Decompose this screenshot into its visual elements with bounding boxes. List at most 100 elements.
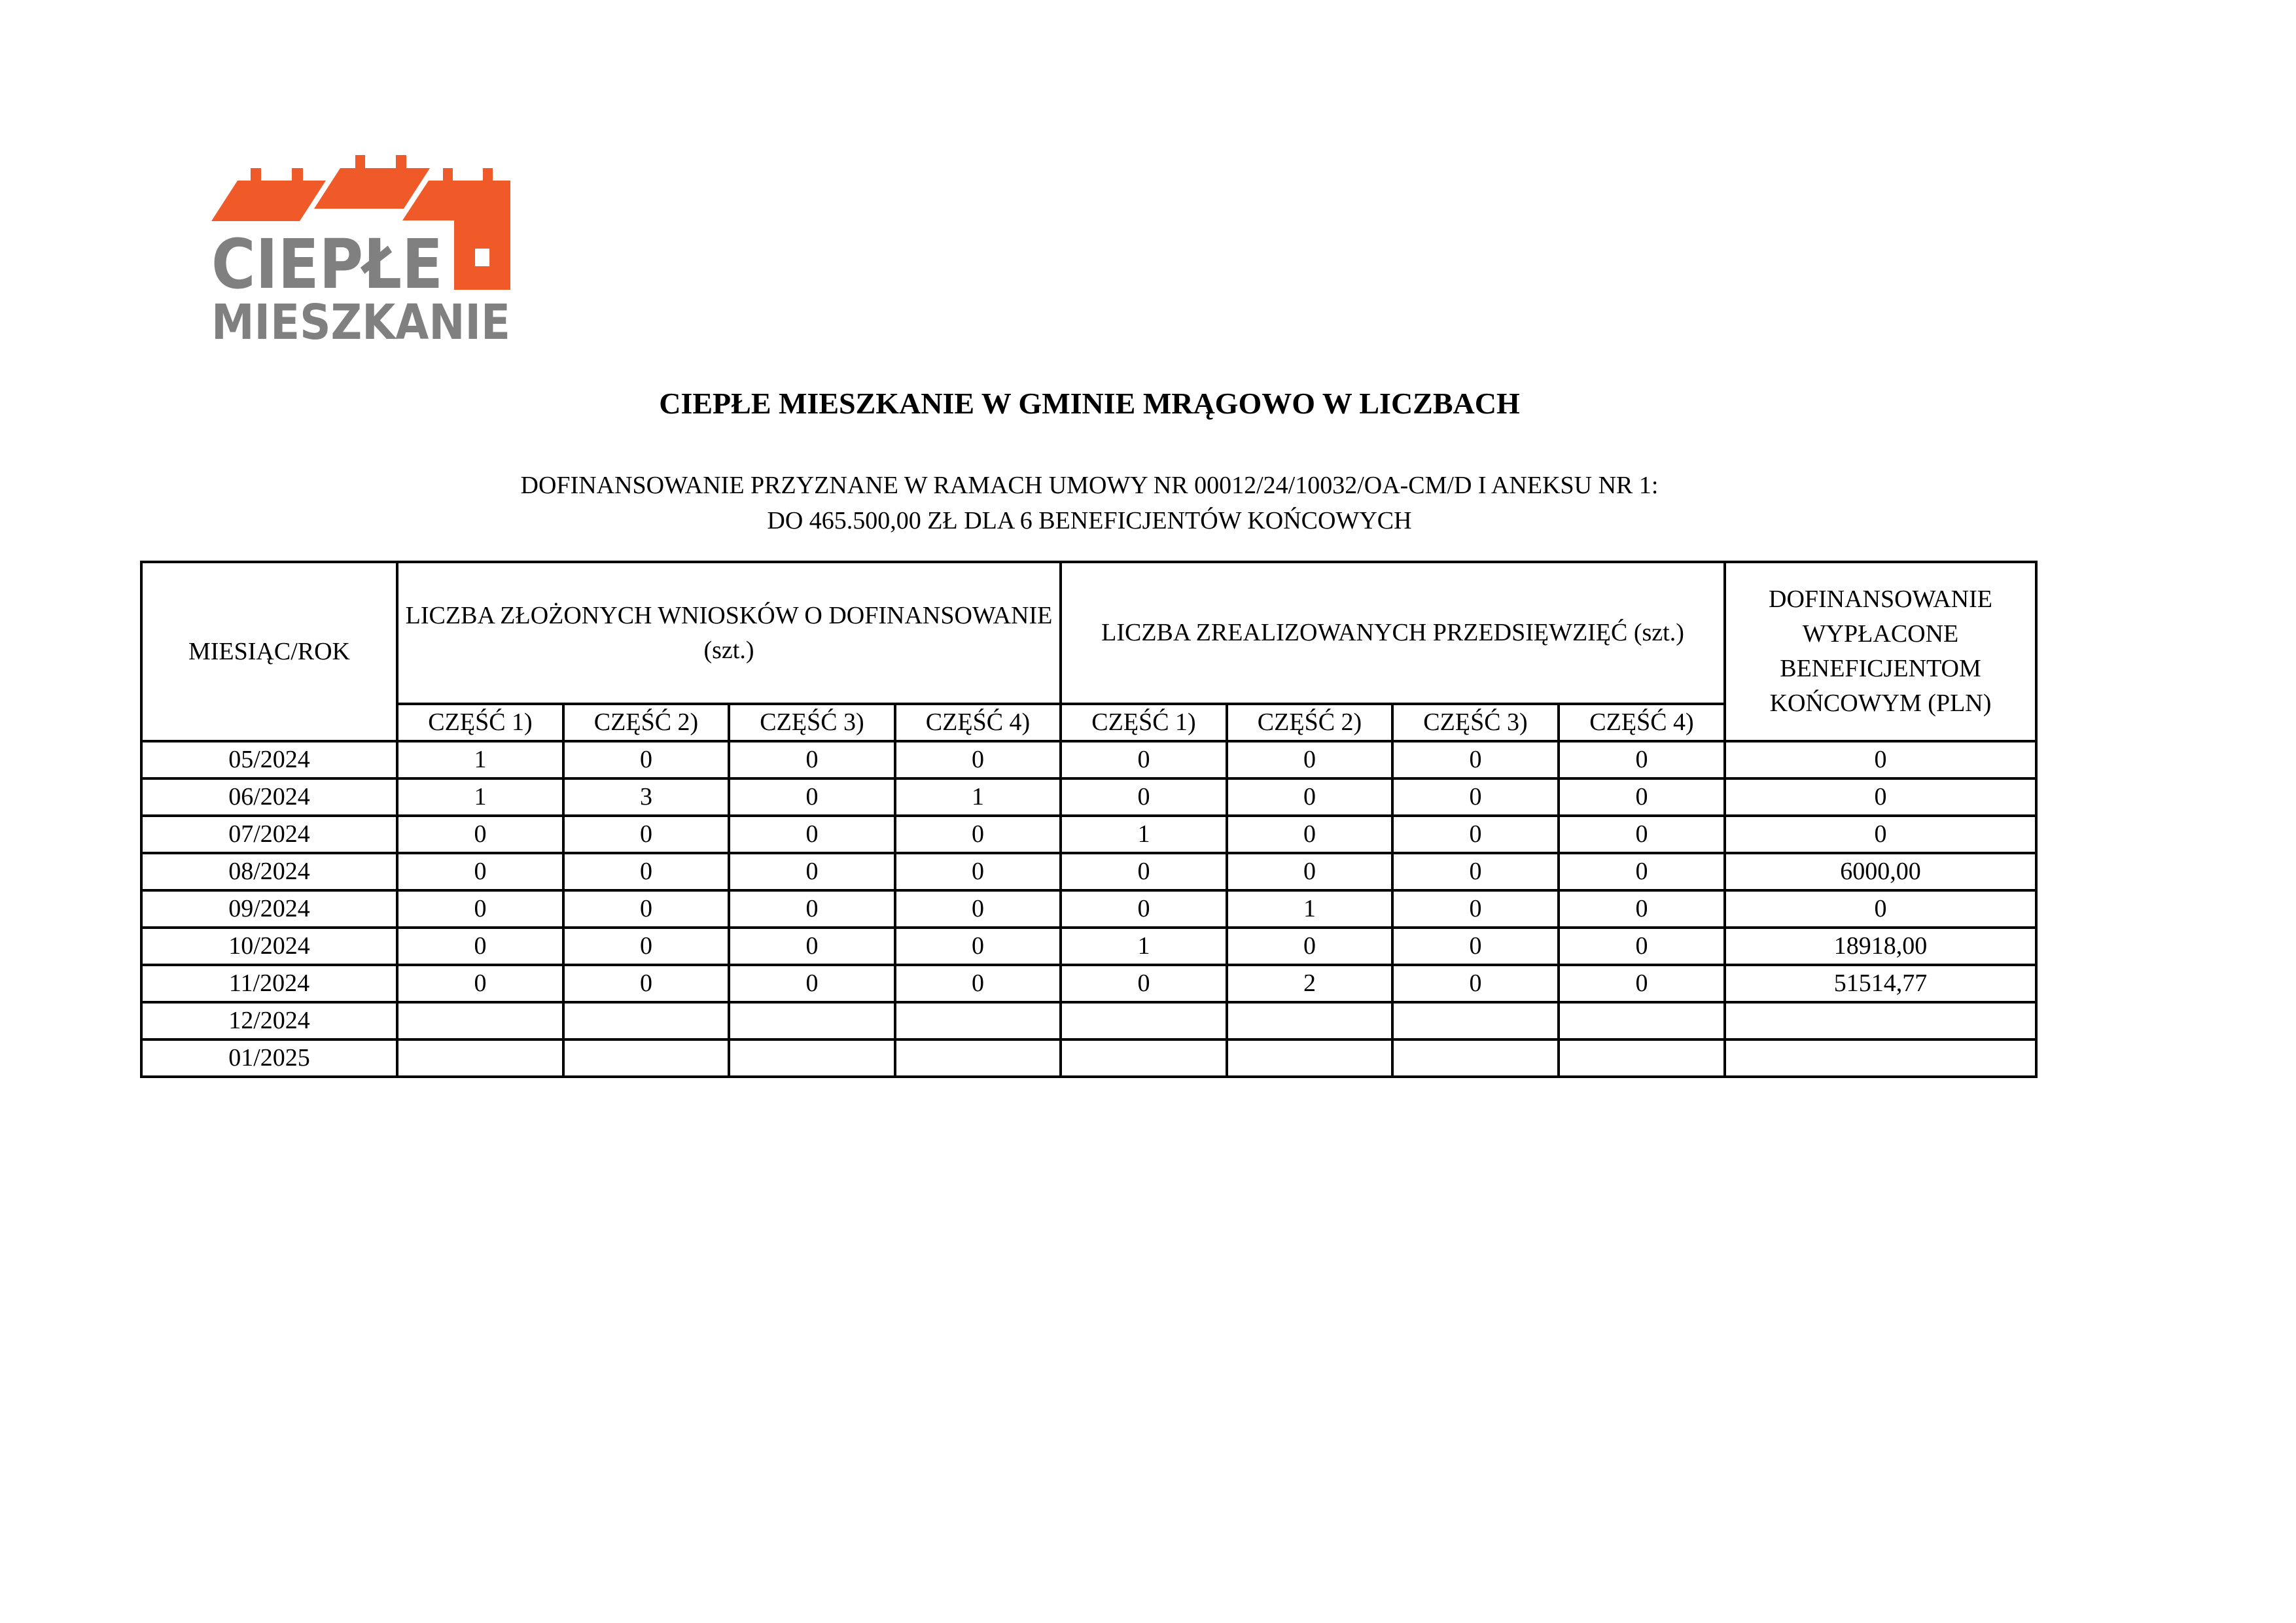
value-cell xyxy=(396,1001,565,1041)
value-cell: 0 xyxy=(894,814,1062,854)
header-applications: LICZBA ZŁOŻONYCH WNIOSKÓW O DOFINANSOWAN… xyxy=(396,561,1062,705)
statistics-table: MIESIĄC/ROK LICZBA ZŁOŻONYCH WNIOSKÓW O … xyxy=(140,561,2038,1078)
value-cell: 0 xyxy=(1723,740,2038,780)
value-cell: 51514,77 xyxy=(1723,964,2038,1003)
value-cell: 0 xyxy=(894,740,1062,780)
value-cell: 0 xyxy=(1723,777,2038,817)
value-cell xyxy=(1723,1001,2038,1041)
value-cell: 0 xyxy=(728,926,896,966)
value-cell: 0 xyxy=(1226,852,1394,892)
value-cell: 0 xyxy=(396,852,565,892)
value-cell: 0 xyxy=(728,740,896,780)
value-cell: 0 xyxy=(1226,777,1394,817)
table-row: 08/2024 0 0 0 0 0 0 0 0 6000,00 xyxy=(140,852,2038,892)
value-cell xyxy=(1557,1001,1726,1041)
value-cell: 0 xyxy=(1557,777,1726,817)
header-part: CZĘŚĆ 4) xyxy=(894,703,1062,742)
header-part: CZĘŚĆ 1) xyxy=(396,703,565,742)
value-cell: 1 xyxy=(396,777,565,817)
value-cell xyxy=(1226,1001,1394,1041)
value-cell: 0 xyxy=(728,889,896,929)
month-cell: 09/2024 xyxy=(140,889,398,929)
value-cell: 0 xyxy=(396,814,565,854)
value-cell: 0 xyxy=(1226,740,1394,780)
value-cell: 0 xyxy=(728,777,896,817)
value-cell xyxy=(1391,1038,1560,1078)
value-cell: 0 xyxy=(894,964,1062,1003)
value-cell xyxy=(1059,1038,1228,1078)
table-row: 11/2024 0 0 0 0 0 2 0 0 51514,77 xyxy=(140,964,2038,1003)
value-cell: 1 xyxy=(1059,814,1228,854)
value-cell xyxy=(728,1001,896,1041)
value-cell: 0 xyxy=(1391,926,1560,966)
value-cell: 0 xyxy=(894,889,1062,929)
header-part: CZĘŚĆ 2) xyxy=(562,703,730,742)
header-month: MIESIĄC/ROK xyxy=(140,561,398,742)
value-cell: 0 xyxy=(1391,814,1560,854)
value-cell: 0 xyxy=(1059,889,1228,929)
value-cell xyxy=(396,1038,565,1078)
value-cell xyxy=(1059,1001,1228,1041)
value-cell: 1 xyxy=(1059,926,1228,966)
table-row: 09/2024 0 0 0 0 0 1 0 0 0 xyxy=(140,889,2038,929)
month-cell: 12/2024 xyxy=(140,1001,398,1041)
value-cell: 0 xyxy=(396,926,565,966)
value-cell: 0 xyxy=(1059,777,1228,817)
value-cell: 0 xyxy=(1557,926,1726,966)
value-cell: 3 xyxy=(562,777,730,817)
header-part: CZĘŚĆ 3) xyxy=(728,703,896,742)
value-cell: 18918,00 xyxy=(1723,926,2038,966)
value-cell: 0 xyxy=(1226,814,1394,854)
value-cell: 0 xyxy=(562,814,730,854)
value-cell: 1 xyxy=(396,740,565,780)
value-cell xyxy=(728,1038,896,1078)
logo-line1: CIEPŁE xyxy=(211,224,443,304)
value-cell xyxy=(894,1001,1062,1041)
value-cell: 0 xyxy=(894,852,1062,892)
value-cell: 0 xyxy=(1557,889,1726,929)
subtitle-line1: DOFINANSOWANIE PRZYZNANE W RAMACH UMOWY … xyxy=(520,472,1659,499)
value-cell: 0 xyxy=(1226,926,1394,966)
value-cell: 0 xyxy=(728,814,896,854)
value-cell: 0 xyxy=(1391,889,1560,929)
table-row: 01/2025 xyxy=(140,1038,2038,1078)
header-completed: LICZBA ZREALIZOWANYCH PRZEDSIĘWZIĘĆ (szt… xyxy=(1059,561,1726,705)
table-row: 05/2024 1 0 0 0 0 0 0 0 0 xyxy=(140,740,2038,780)
header-part: CZĘŚĆ 3) xyxy=(1391,703,1560,742)
value-cell: 0 xyxy=(1723,889,2038,929)
month-cell: 10/2024 xyxy=(140,926,398,966)
value-cell: 0 xyxy=(562,852,730,892)
value-cell: 0 xyxy=(1391,852,1560,892)
header-part: CZĘŚĆ 1) xyxy=(1059,703,1228,742)
value-cell xyxy=(1723,1038,2038,1078)
value-cell: 0 xyxy=(396,964,565,1003)
month-cell: 07/2024 xyxy=(140,814,398,854)
value-cell: 0 xyxy=(1557,814,1726,854)
value-cell: 0 xyxy=(396,889,565,929)
value-cell: 0 xyxy=(1557,740,1726,780)
table-row: 06/2024 1 3 0 1 0 0 0 0 0 xyxy=(140,777,2038,817)
page-subtitle: DOFINANSOWANIE PRZYZNANE W RAMACH UMOWY … xyxy=(0,468,2179,538)
value-cell: 0 xyxy=(562,740,730,780)
value-cell: 0 xyxy=(1059,964,1228,1003)
value-cell: 0 xyxy=(1391,740,1560,780)
value-cell: 1 xyxy=(1226,889,1394,929)
value-cell: 0 xyxy=(728,852,896,892)
value-cell: 0 xyxy=(728,964,896,1003)
value-cell: 0 xyxy=(1391,964,1560,1003)
value-cell: 6000,00 xyxy=(1723,852,2038,892)
month-cell: 01/2025 xyxy=(140,1038,398,1078)
value-cell xyxy=(894,1038,1062,1078)
month-cell: 11/2024 xyxy=(140,964,398,1003)
subtitle-line2: DO 465.500,00 ZŁ DLA 6 BENEFICJENTÓW KOŃ… xyxy=(767,507,1412,534)
value-cell: 2 xyxy=(1226,964,1394,1003)
month-cell: 05/2024 xyxy=(140,740,398,780)
value-cell: 0 xyxy=(1557,964,1726,1003)
table-row: 07/2024 0 0 0 0 1 0 0 0 0 xyxy=(140,814,2038,854)
table-row: 10/2024 0 0 0 0 1 0 0 0 18918,00 xyxy=(140,926,2038,966)
value-cell xyxy=(562,1038,730,1078)
value-cell xyxy=(1557,1038,1726,1078)
value-cell: 0 xyxy=(1059,852,1228,892)
month-cell: 08/2024 xyxy=(140,852,398,892)
ciepe-mieszkanie-logo: CIEPŁE MIESZKANIE xyxy=(211,155,510,351)
